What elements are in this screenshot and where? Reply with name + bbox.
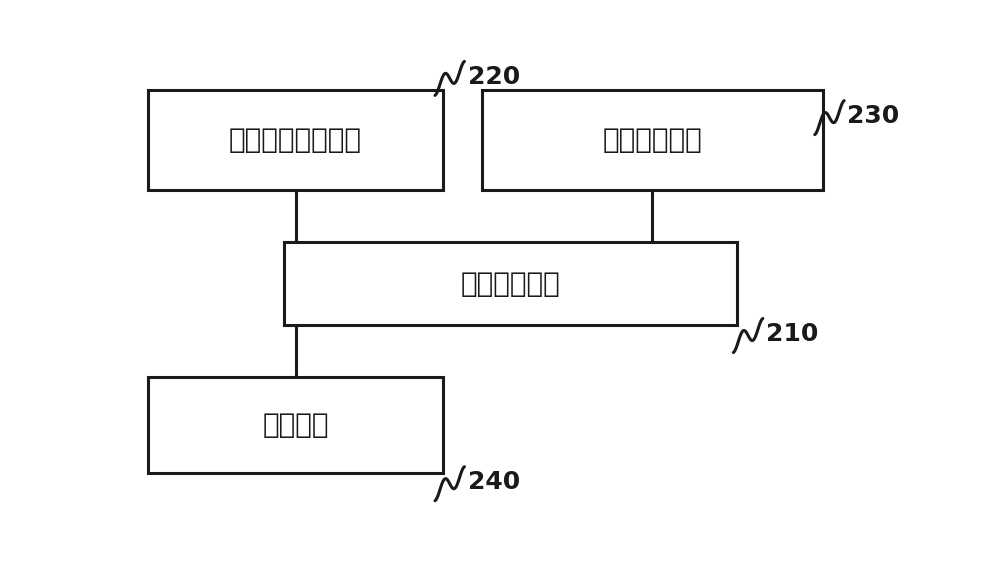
FancyBboxPatch shape	[148, 90, 443, 190]
Text: 240: 240	[468, 470, 520, 494]
Text: 展示模块: 展示模块	[262, 411, 329, 439]
FancyBboxPatch shape	[284, 242, 737, 325]
Text: 230: 230	[847, 104, 900, 128]
Text: 超声信号采集模块: 超声信号采集模块	[229, 126, 362, 154]
FancyBboxPatch shape	[148, 378, 443, 473]
Text: 220: 220	[468, 65, 520, 89]
FancyBboxPatch shape	[482, 90, 822, 190]
Text: 数据分析模块: 数据分析模块	[461, 269, 560, 298]
Text: 温度采集模块: 温度采集模块	[602, 126, 702, 154]
Text: 210: 210	[766, 321, 818, 346]
